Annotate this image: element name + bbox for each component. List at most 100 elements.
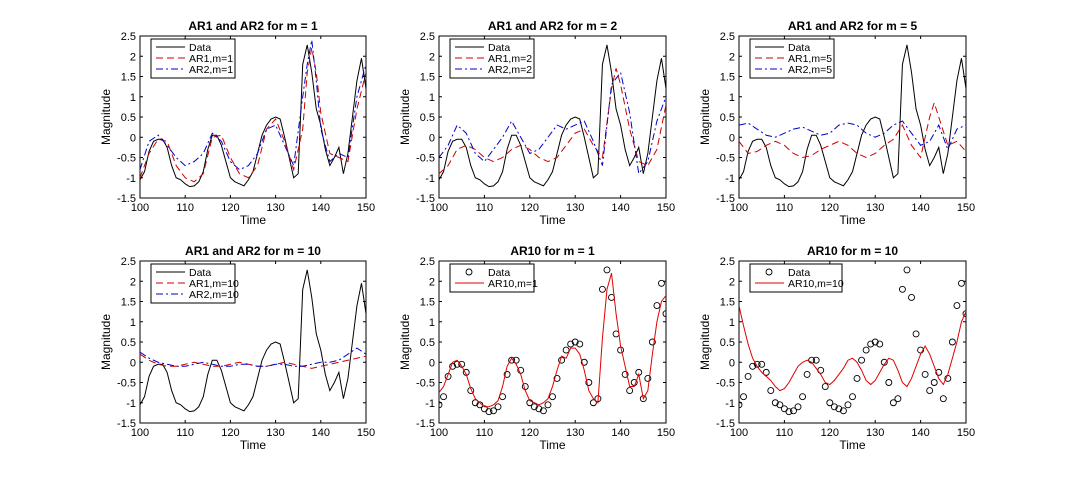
data-point xyxy=(785,408,793,416)
legend-box xyxy=(449,38,535,79)
data-point xyxy=(862,346,870,354)
y-tick-label: -0.5 xyxy=(416,378,435,390)
data-point xyxy=(903,266,911,274)
y-tick-label: 2.5 xyxy=(720,256,735,268)
x-axis-label: Time xyxy=(539,438,566,452)
x-tick-label: 100 xyxy=(430,202,448,214)
y-tick-label: 2 xyxy=(130,276,136,288)
data-point xyxy=(799,393,807,401)
x-tick-label: 110 xyxy=(776,427,794,439)
data-point xyxy=(953,302,961,309)
plot-area xyxy=(739,266,966,416)
plot-area xyxy=(439,44,666,188)
data-point xyxy=(776,401,784,409)
series-line-ar1-m-1 xyxy=(140,48,366,183)
data-point xyxy=(549,393,556,401)
y-tick-label: 2 xyxy=(429,276,435,288)
data-point xyxy=(490,407,497,415)
x-axis-label: Time xyxy=(539,213,566,227)
data-point xyxy=(439,401,443,409)
chart-title: AR10 for m = 10 xyxy=(807,244,898,258)
chart-2: -1.5 -1 -0.5 0 0.5 1 1.5 2 2.5 100 110 120 130 140 150… xyxy=(398,19,675,227)
data-point xyxy=(576,340,584,348)
y-axis-label: Magnitude xyxy=(398,89,412,145)
y-tick-label: 1 xyxy=(729,92,735,104)
x-tick-label: 130 xyxy=(866,427,884,439)
x-tick-label: 100 xyxy=(430,427,448,439)
chart-3: -1.5 -1 -0.5 0 0.5 1 1.5 2 2.5 100 110 120 130 140 150… xyxy=(698,19,975,227)
legend-box xyxy=(150,263,236,304)
plot-area xyxy=(140,39,366,188)
series-line-ar2-m-5 xyxy=(739,120,966,151)
x-tick-label: 130 xyxy=(266,202,284,214)
y-tick-label: 0 xyxy=(130,132,136,144)
series-line-ar2-m-1 xyxy=(140,39,366,171)
plot-area xyxy=(439,266,666,416)
y-tick-label: 0.5 xyxy=(121,112,136,124)
data-point xyxy=(744,372,752,380)
data-point xyxy=(626,387,634,395)
legend-label: AR10,m=1 xyxy=(488,278,538,290)
y-tick-label: -1 xyxy=(126,398,136,410)
x-tick-label: 100 xyxy=(131,202,149,214)
data-point xyxy=(853,375,861,382)
legend-label: AR1,m=2 xyxy=(488,53,532,65)
y-tick-label: 0.5 xyxy=(420,112,435,124)
x-tick-label: 120 xyxy=(221,202,239,214)
series-line-data xyxy=(439,44,666,188)
y-tick-label: -1.5 xyxy=(416,418,435,430)
data-point xyxy=(567,340,575,348)
data-point xyxy=(830,403,838,411)
y-tick-label: 0.5 xyxy=(720,112,735,124)
chart-1: -1.5 -1 -0.5 0 0.5 1 1.5 2 2.5 100 110 120 130 140 150… xyxy=(99,19,375,227)
series-line-data xyxy=(140,269,366,413)
x-tick-label: 140 xyxy=(611,202,629,214)
x-tick-label: 140 xyxy=(312,427,330,439)
x-tick-label: 140 xyxy=(611,427,629,439)
x-tick-label: 130 xyxy=(866,202,884,214)
data-point xyxy=(935,368,943,376)
x-tick-label: 100 xyxy=(131,427,149,439)
data-point xyxy=(871,338,879,346)
data-point xyxy=(939,395,947,403)
data-point xyxy=(621,370,629,378)
data-point xyxy=(762,368,770,376)
x-tick-label: 100 xyxy=(730,427,748,439)
data-point xyxy=(508,356,516,364)
y-tick-label: 2 xyxy=(130,51,136,63)
y-tick-label: 1.5 xyxy=(420,297,435,309)
y-tick-label: 1 xyxy=(429,317,435,329)
x-tick-label: 120 xyxy=(221,427,239,439)
legend-label: AR1,m=5 xyxy=(788,53,832,65)
y-tick-label: -1.5 xyxy=(117,193,136,205)
data-point xyxy=(740,393,747,401)
chart-4: -1.5 -1 -0.5 0 0.5 1 1.5 2 2.5 100 110 120 130 140 150… xyxy=(99,244,375,452)
legend-label: AR1,m=10 xyxy=(189,278,239,290)
data-point xyxy=(603,266,611,274)
chart-title: AR1 and AR2 for m = 5 xyxy=(788,19,918,33)
data-point xyxy=(648,338,656,346)
x-tick-label: 150 xyxy=(357,427,375,439)
y-tick-label: -0.5 xyxy=(716,378,735,390)
y-tick-label: 1.5 xyxy=(420,72,435,84)
series-line-ar2-m-10 xyxy=(140,347,366,367)
legend-label: AR2,m=2 xyxy=(488,64,532,76)
series-line-ar10-m-10 xyxy=(739,305,966,392)
y-tick-label: -1 xyxy=(425,173,435,185)
y-tick-label: -1.5 xyxy=(117,418,136,430)
y-axis-label: Magnitude xyxy=(698,314,712,370)
data-point xyxy=(821,383,829,390)
y-tick-label: 1.5 xyxy=(720,72,735,84)
legend-label: Data xyxy=(788,42,810,54)
y-tick-label: -1 xyxy=(425,398,435,410)
data-point xyxy=(767,387,775,395)
data-point xyxy=(912,330,920,338)
series-line-ar1-m-2 xyxy=(439,68,666,175)
data-point xyxy=(503,370,511,378)
data-point xyxy=(535,405,543,413)
x-tick-label: 130 xyxy=(566,427,584,439)
legend-box xyxy=(749,38,835,79)
x-tick-label: 120 xyxy=(521,427,539,439)
